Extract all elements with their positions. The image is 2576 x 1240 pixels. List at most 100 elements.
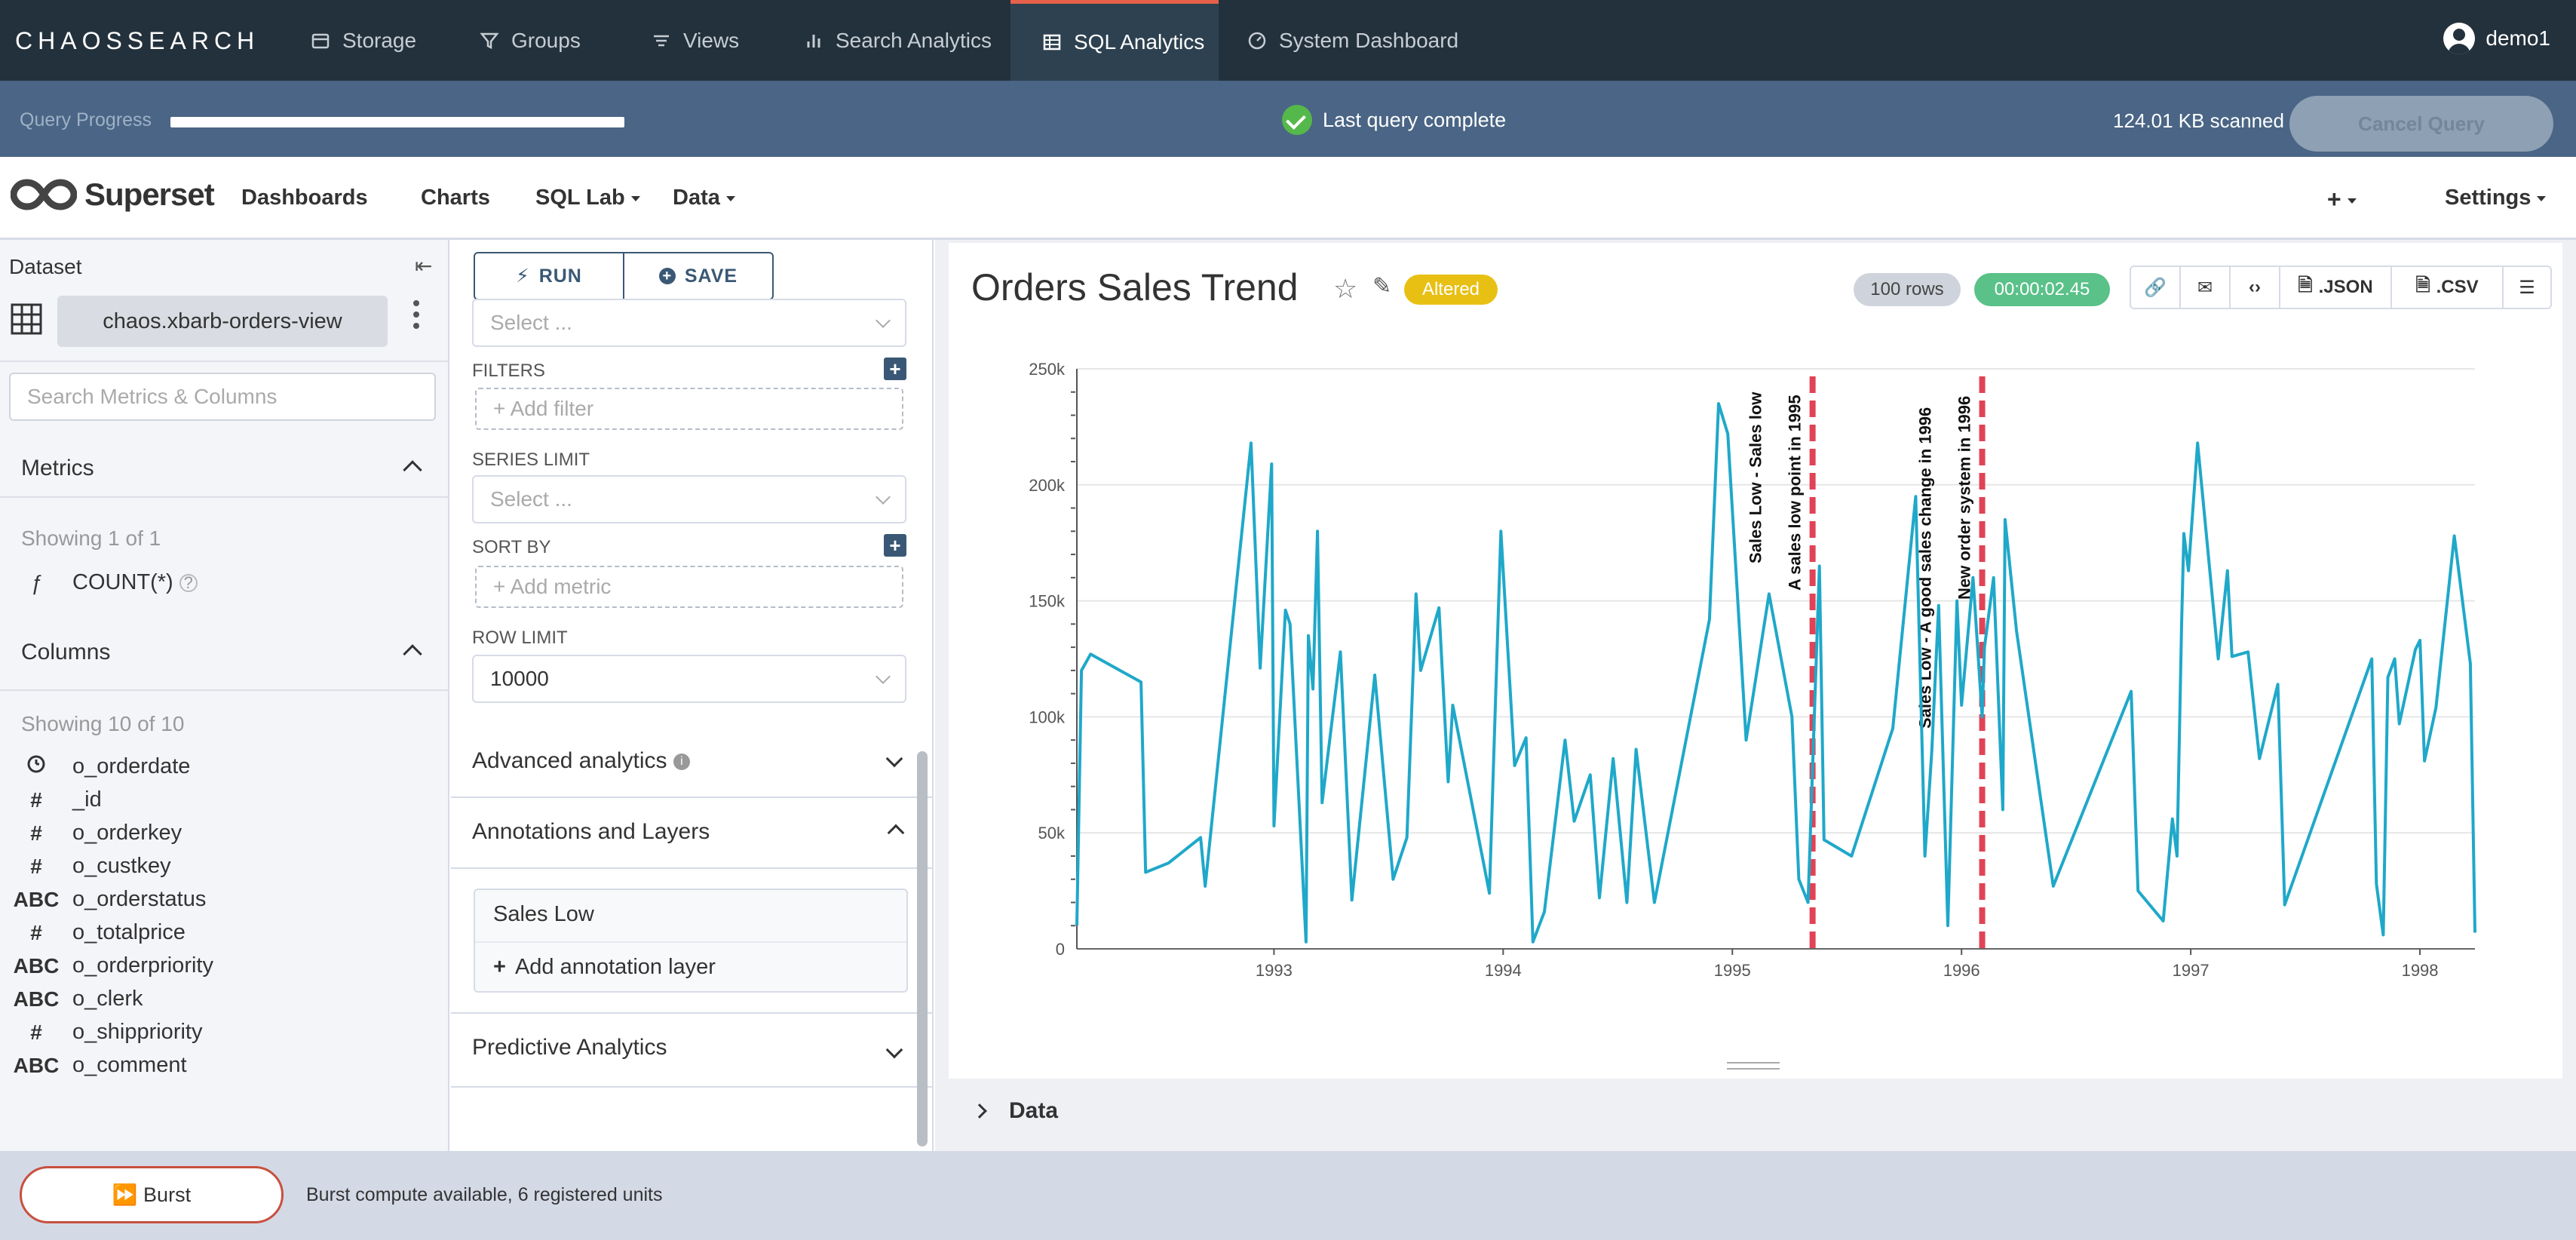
- save-label: SAVE: [684, 265, 738, 287]
- divider: [451, 867, 934, 869]
- predictive-analytics-header[interactable]: Predictive Analytics: [472, 1035, 667, 1060]
- column-item[interactable]: # o_shippriority: [21, 1020, 202, 1045]
- annotation-sublabel: A sales low point in 1995: [1786, 394, 1805, 591]
- metric-item[interactable]: ƒ COUNT(*) ?: [21, 570, 198, 595]
- plus-circle-icon: +: [658, 268, 676, 284]
- column-item[interactable]: ABC o_comment: [14, 1053, 187, 1078]
- column-item[interactable]: # _id: [21, 787, 102, 812]
- search-metrics-input[interactable]: Search Metrics & Columns: [9, 373, 436, 421]
- export-csv-button[interactable]: 🗎 .CSV: [2392, 267, 2504, 308]
- y-tick-label: 200k: [1029, 476, 1066, 495]
- rows-badge: 100 rows: [1854, 273, 1961, 306]
- column-name: o_orderpriority: [72, 953, 213, 978]
- new-menu[interactable]: +: [2327, 186, 2357, 213]
- add-metric-button[interactable]: + Add metric: [475, 566, 903, 608]
- superset-header: Superset Dashboards Charts SQL Lab Data …: [0, 157, 2576, 240]
- user-menu[interactable]: demo1: [2443, 23, 2550, 54]
- chevron-up-icon[interactable]: [403, 644, 422, 664]
- caret-down-icon: [2537, 195, 2547, 201]
- column-item[interactable]: # o_orderkey: [21, 821, 182, 846]
- edit-icon[interactable]: ✎: [1372, 274, 1392, 299]
- metric-name: COUNT(*): [72, 570, 173, 594]
- menu-settings[interactable]: Settings: [2445, 186, 2547, 210]
- add-annotation-layer-button[interactable]: + Add annotation layer: [493, 955, 716, 980]
- nav-sql-analytics[interactable]: SQL Analytics: [1010, 0, 1219, 81]
- email-icon[interactable]: ✉: [2181, 267, 2231, 308]
- menu-dashboards[interactable]: Dashboards: [241, 186, 368, 210]
- cancel-query-button[interactable]: Cancel Query: [2289, 96, 2553, 152]
- add-sort-plus-button[interactable]: +: [884, 534, 906, 557]
- string-type-icon: ABC: [13, 987, 60, 1011]
- query-time-badge: 00:00:02.45: [1974, 273, 2110, 306]
- numeric-type-icon: #: [30, 1020, 42, 1044]
- menu-charts[interactable]: Charts: [421, 186, 490, 210]
- collapse-panel-icon[interactable]: ⇤: [415, 254, 433, 278]
- run-button[interactable]: ⚡ RUN: [474, 252, 624, 300]
- nav-search-analytics[interactable]: Search Analytics: [804, 0, 992, 81]
- dataset-menu-icon[interactable]: [413, 300, 419, 334]
- metric-select[interactable]: Select ...: [472, 299, 906, 347]
- menu-sql-lab[interactable]: SQL Lab: [535, 186, 640, 210]
- chevron-right-icon: [972, 1103, 987, 1119]
- nav-system-dashboard[interactable]: System Dashboard: [1247, 0, 1458, 81]
- column-item[interactable]: ABC o_clerk: [14, 987, 143, 1011]
- burst-button[interactable]: ⏩ Burst: [20, 1166, 284, 1223]
- column-item[interactable]: # o_custkey: [21, 854, 170, 879]
- plus-icon: +: [493, 575, 511, 598]
- chaossearch-logo[interactable]: CHAOSSEARCH: [15, 27, 260, 54]
- advanced-analytics-header[interactable]: Advanced analytics i: [472, 748, 690, 774]
- annotations-header[interactable]: Annotations and Layers: [472, 819, 710, 844]
- columns-section-title[interactable]: Columns: [21, 640, 111, 665]
- nav-storage[interactable]: Storage: [311, 0, 416, 81]
- sort-by-label: SORT BY: [472, 537, 551, 557]
- resize-handle[interactable]: [1727, 1062, 1780, 1070]
- superset-logo[interactable]: Superset: [11, 176, 215, 213]
- save-button[interactable]: + SAVE: [623, 252, 774, 300]
- control-panel-scrollbar[interactable]: [917, 751, 928, 1146]
- column-item[interactable]: ABC o_orderpriority: [14, 953, 213, 978]
- row-limit-select[interactable]: 10000: [472, 655, 906, 703]
- metrics-section-title[interactable]: Metrics: [21, 456, 94, 480]
- series-limit-label: SERIES LIMIT: [472, 450, 590, 470]
- add-filter-button[interactable]: + Add filter: [475, 388, 903, 430]
- series-limit-select[interactable]: Select ...: [472, 475, 906, 523]
- function-icon: ƒ: [30, 570, 42, 594]
- column-item[interactable]: o_orderdate: [21, 754, 190, 779]
- export-json-button[interactable]: 🗎 .JSON: [2280, 267, 2392, 308]
- embed-code-icon[interactable]: ‹›: [2231, 267, 2280, 308]
- top-nav: CHAOSSEARCH Storage Groups Views Search …: [0, 0, 2576, 81]
- control-panel: ⚡ RUN + SAVE Select ... FILTERS + + Add fi…: [451, 240, 934, 1151]
- table-icon: [1043, 34, 1061, 51]
- hamburger-menu-icon[interactable]: ☰: [2519, 277, 2535, 298]
- nav-groups[interactable]: Groups: [480, 0, 581, 81]
- annotation-layer-item[interactable]: Sales Low: [493, 902, 594, 926]
- chart-title[interactable]: Orders Sales Trend: [971, 266, 1299, 308]
- caret-down-icon: [2347, 198, 2357, 204]
- column-item[interactable]: # o_totalprice: [21, 920, 186, 945]
- divider: [0, 361, 449, 362]
- username: demo1: [2486, 26, 2550, 50]
- data-section[interactable]: Data: [949, 1083, 2562, 1143]
- string-type-icon: ABC: [13, 953, 60, 978]
- menu-data[interactable]: Data: [673, 186, 735, 210]
- row-limit-value: 10000: [490, 667, 549, 690]
- star-icon[interactable]: ☆: [1333, 273, 1358, 304]
- nav-views[interactable]: Views: [652, 0, 739, 81]
- x-tick-label: 1994: [1485, 961, 1522, 980]
- dataset-name[interactable]: chaos.xbarb-orders-view: [57, 296, 388, 347]
- dataset-panel: Dataset ⇤ chaos.xbarb-orders-view Search…: [0, 240, 449, 1151]
- column-name: o_orderkey: [72, 821, 182, 845]
- divider: [0, 496, 449, 498]
- data-section-label: Data: [1009, 1098, 1059, 1123]
- line-chart[interactable]: 0 50k 100k 150k 200k 250k 1993 1994 1995 1996 1997…: [949, 332, 2562, 996]
- help-icon[interactable]: ?: [179, 573, 198, 592]
- add-filter-plus-button[interactable]: +: [884, 358, 906, 380]
- altered-badge[interactable]: Altered: [1404, 275, 1498, 305]
- link-icon[interactable]: 🔗: [2131, 267, 2181, 308]
- row-limit-label: ROW LIMIT: [472, 628, 568, 648]
- chevron-up-icon[interactable]: [403, 460, 422, 480]
- x-tick-label: 1993: [1256, 961, 1293, 980]
- bolt-icon: ⚡: [516, 265, 530, 287]
- x-tick-label: 1997: [2173, 961, 2210, 980]
- column-item[interactable]: ABC o_orderstatus: [14, 887, 207, 912]
